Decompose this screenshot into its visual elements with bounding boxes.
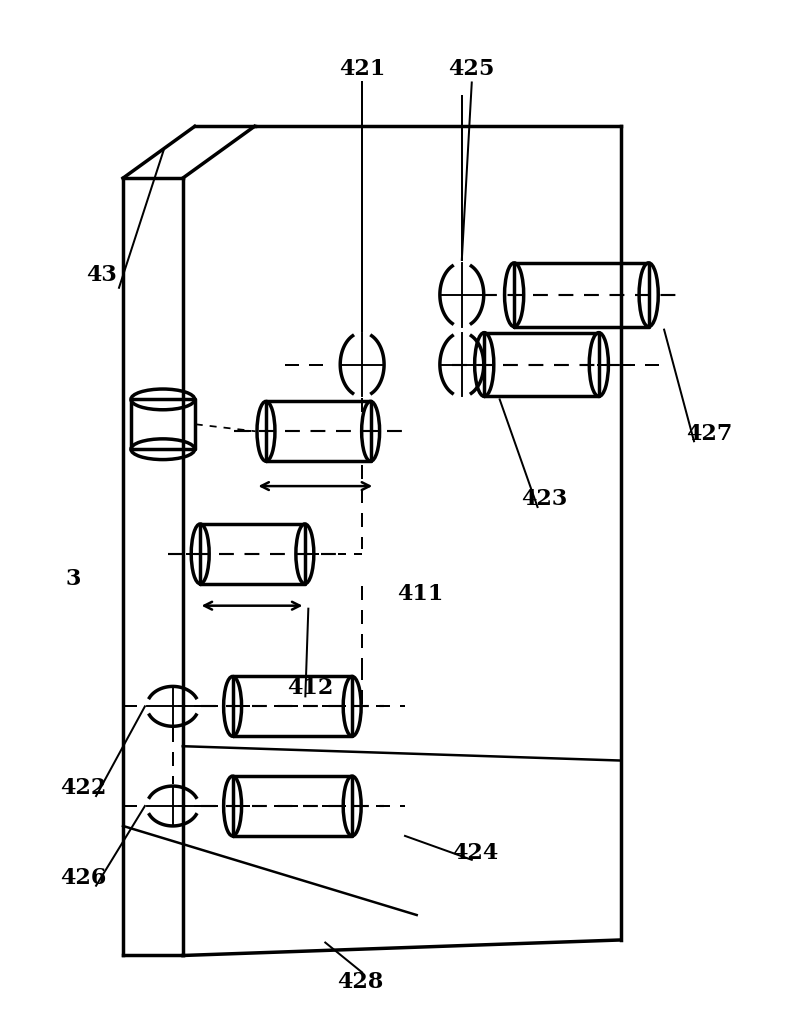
- Text: 411: 411: [397, 582, 443, 605]
- Text: 412: 412: [287, 677, 333, 700]
- Text: 421: 421: [338, 58, 385, 79]
- Text: 426: 426: [60, 866, 106, 889]
- Text: 424: 424: [451, 842, 497, 863]
- Text: 427: 427: [685, 423, 732, 446]
- Text: 425: 425: [448, 58, 495, 79]
- Text: 422: 422: [60, 777, 106, 800]
- Text: 423: 423: [521, 488, 567, 510]
- Text: 43: 43: [86, 263, 116, 286]
- Text: 428: 428: [337, 971, 383, 993]
- Text: 3: 3: [66, 568, 81, 590]
